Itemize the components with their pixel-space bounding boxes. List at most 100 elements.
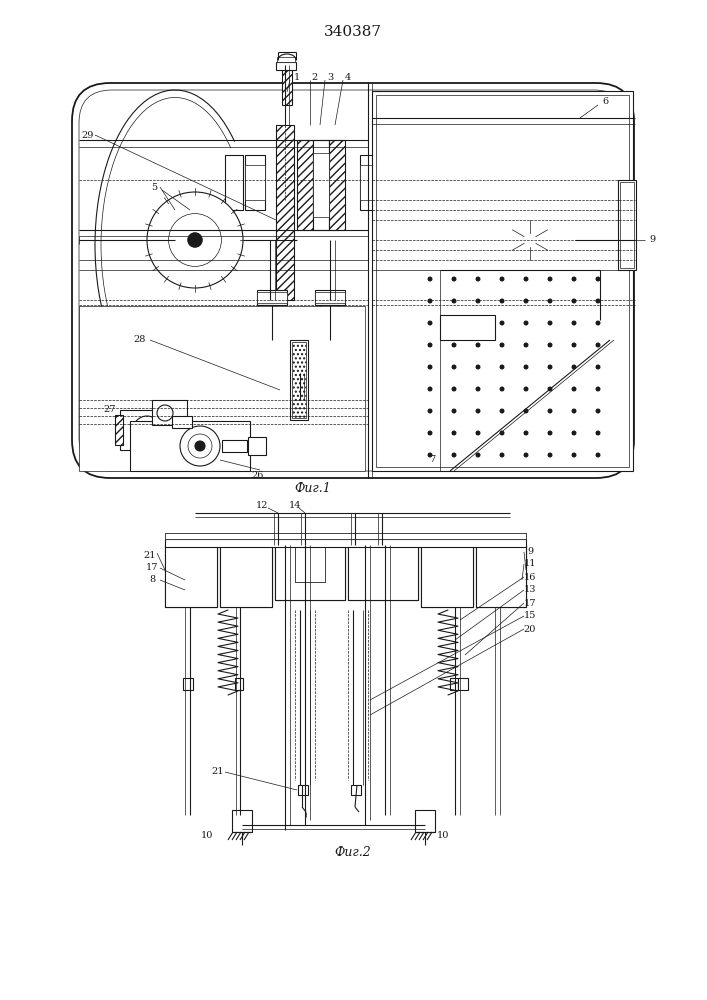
Circle shape [147,192,243,288]
Text: 6: 6 [602,98,608,106]
Text: 13: 13 [524,585,536,594]
Circle shape [571,276,576,282]
Circle shape [595,320,600,326]
Text: 8: 8 [149,576,155,584]
Circle shape [547,342,552,348]
Circle shape [595,276,600,282]
Bar [313,153,329,217]
Circle shape [571,386,576,391]
Text: 1: 1 [294,73,300,82]
Circle shape [428,408,433,414]
Bar [248,437,266,455]
Bar [576,232,631,248]
Bar [245,165,265,200]
Text: 4: 4 [345,73,351,82]
Circle shape [157,405,173,421]
Circle shape [500,276,505,282]
Text: 17: 17 [146,564,158,572]
Circle shape [292,347,308,363]
Circle shape [428,452,433,458]
Circle shape [547,320,552,326]
Circle shape [547,276,552,282]
Text: 3: 3 [327,73,333,82]
Circle shape [140,423,154,437]
Bar [578,232,629,250]
Circle shape [428,364,433,369]
Bar [120,410,170,450]
Circle shape [452,386,457,391]
Bar [618,180,636,270]
Bar [276,125,294,300]
Bar [372,91,633,471]
Text: 9: 9 [649,235,655,244]
Bar [476,545,526,607]
Circle shape [476,298,481,304]
Bar [348,545,418,600]
Circle shape [452,298,457,304]
Bar [458,678,468,690]
Circle shape [195,441,205,451]
Text: 12: 12 [256,500,268,510]
Text: 11: 11 [524,560,536,568]
Circle shape [452,342,457,348]
Text: Фиг.1: Фиг.1 [295,483,332,495]
Bar [79,306,365,471]
Circle shape [571,320,576,326]
Text: 10: 10 [437,830,449,840]
Text: 29: 29 [82,130,94,139]
Circle shape [476,276,481,282]
Bar [276,62,296,70]
Bar [290,340,308,420]
Circle shape [547,408,552,414]
Text: 28: 28 [134,336,146,344]
Bar [282,70,292,105]
Bar [232,810,252,832]
Bar [165,539,526,547]
Text: 20: 20 [524,624,536,634]
Bar [165,545,217,607]
Circle shape [428,298,433,304]
Bar [275,545,345,600]
Bar [315,290,345,305]
Circle shape [452,430,457,436]
Text: 340387: 340387 [324,25,382,39]
Circle shape [476,386,481,391]
Circle shape [428,386,433,391]
Bar [235,678,243,690]
Bar [277,57,295,62]
Text: 21: 21 [144,550,156,560]
Circle shape [547,298,552,304]
Circle shape [571,452,576,458]
Circle shape [428,276,433,282]
Bar [351,785,361,795]
Bar [165,533,526,539]
Circle shape [428,320,433,326]
Text: 2: 2 [312,73,318,82]
Circle shape [297,352,303,358]
Circle shape [452,276,457,282]
Circle shape [452,364,457,369]
Bar [130,421,250,471]
Circle shape [428,430,433,436]
Circle shape [595,430,600,436]
Bar [620,182,634,268]
Circle shape [500,386,505,391]
Text: 14: 14 [288,500,301,510]
Text: 16: 16 [524,572,536,582]
Circle shape [188,434,212,458]
Circle shape [428,342,433,348]
Circle shape [500,408,505,414]
Circle shape [180,426,220,466]
Bar [245,155,265,210]
Bar [257,290,287,305]
Bar [115,415,123,445]
Bar [315,292,345,303]
Bar [292,342,306,418]
Bar [258,305,276,335]
Circle shape [500,320,505,326]
Circle shape [500,452,505,458]
Bar [329,140,345,230]
Text: 21: 21 [212,768,224,776]
Circle shape [476,430,481,436]
Circle shape [595,408,600,414]
